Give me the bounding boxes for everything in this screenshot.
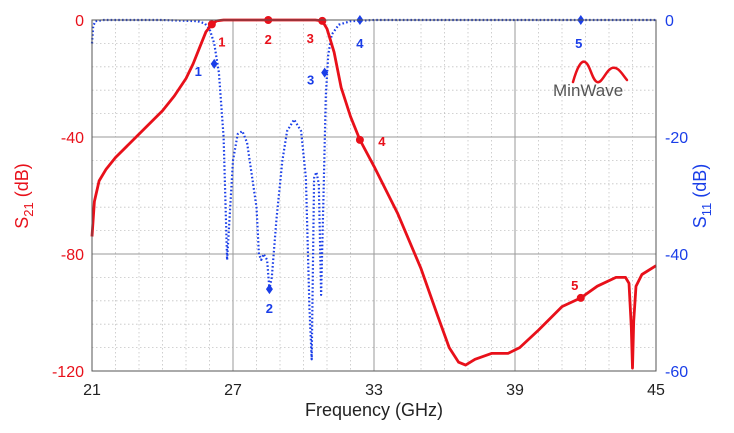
plot-frame	[91, 19, 657, 372]
y-left-tick-label: -120	[52, 364, 84, 381]
x-tick-label: 39	[506, 382, 524, 399]
y-left-label-main: S	[12, 217, 32, 229]
y-left-label-sub: 21	[21, 202, 36, 216]
s11-marker-label-4: 4	[356, 36, 364, 51]
s11-marker-label-5: 5	[575, 36, 582, 51]
y-right-tick-label: -20	[665, 130, 688, 147]
s11-marker-label-2: 2	[266, 301, 273, 316]
y-axis-label-left: S21 (dB)	[12, 163, 36, 229]
s11-line	[90, 18, 656, 361]
minwave-logo: MinWave	[553, 60, 629, 100]
s21-marker-1	[207, 20, 216, 29]
y-right-tick-label: 0	[665, 13, 674, 30]
s21-marker-label-2: 2	[265, 32, 272, 47]
s21-marker-5	[576, 293, 585, 302]
y-right-label-main: S	[690, 216, 710, 228]
y-axis-label-right: S11 (dB)	[690, 164, 714, 229]
x-tick-label: 27	[224, 382, 242, 399]
y-right-tick-labels: 0 -20 -40 -60	[665, 13, 688, 381]
x-tick-label: 21	[83, 382, 101, 399]
y-right-label-unit: (dB)	[690, 164, 710, 203]
x-tick-label: 45	[647, 382, 665, 399]
s11-marker-label-1: 1	[195, 64, 202, 79]
s21-marker-4	[355, 135, 364, 144]
y-left-tick-label: 0	[75, 13, 84, 30]
x-tick-labels: 21 27 33 39 45	[83, 382, 665, 399]
y-left-tick-label: -80	[61, 247, 84, 264]
s21-line	[90, 18, 657, 370]
y-right-tick-label: -40	[665, 247, 688, 264]
y-right-tick-label: -60	[665, 364, 688, 381]
s21-marker-label-3: 3	[307, 31, 314, 46]
y-left-label-unit: (dB)	[12, 163, 32, 202]
s21-marker-label-4: 4	[378, 134, 386, 149]
s11-series	[90, 18, 656, 361]
s21-marker-label-1: 1	[218, 34, 225, 49]
y-left-tick-labels: 0 -40 -80 -120	[52, 13, 84, 381]
s11-marker-label-3: 3	[307, 73, 314, 88]
s11-marker-1	[210, 58, 218, 69]
s11-marker-2	[265, 284, 273, 295]
x-tick-label: 33	[365, 382, 383, 399]
minor-grid	[92, 20, 656, 371]
y-right-label-sub: 11	[699, 203, 714, 217]
y-left-tick-label: -40	[61, 130, 84, 147]
s21-series	[90, 18, 657, 370]
logo-wave-mark	[571, 60, 629, 84]
s11-marker-3	[321, 67, 329, 78]
x-axis-label: Frequency (GHz)	[305, 400, 443, 420]
logo-text: MinWave	[553, 81, 623, 100]
s21-marker-3	[318, 16, 327, 25]
s21-marker-label-5: 5	[571, 278, 578, 293]
markers: 1 2 3 4 5 1 2 3 4 5	[195, 15, 585, 316]
